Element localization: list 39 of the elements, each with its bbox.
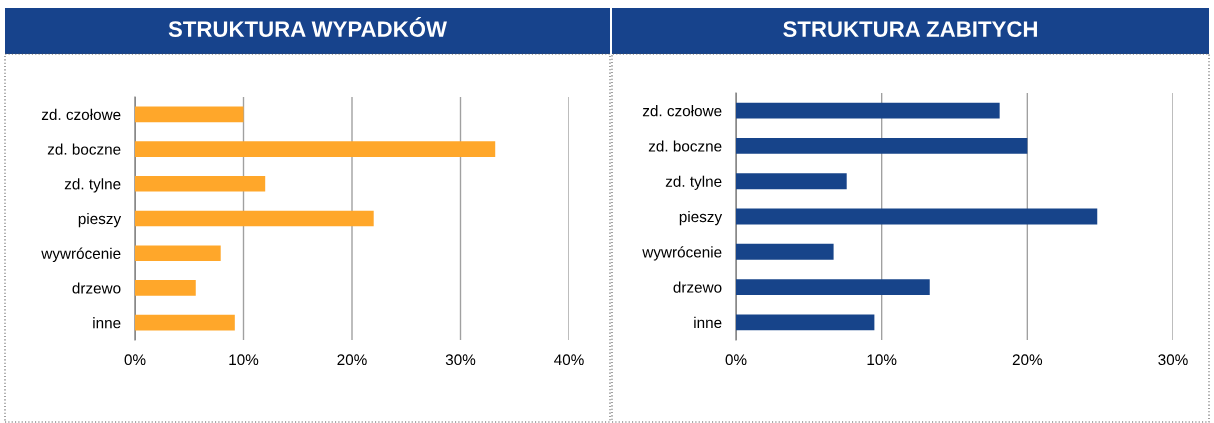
y-tick-label: pieszy <box>679 210 723 226</box>
y-tick-label: drzewo <box>72 282 121 294</box>
y-tick-label: wywrócenie <box>642 246 722 261</box>
x-tick-label: 40% <box>554 354 584 366</box>
chart-title: STRUKTURA ZABITYCH <box>783 21 1037 37</box>
bar <box>135 141 496 157</box>
bar <box>736 243 834 260</box>
bar <box>135 210 374 227</box>
y-tick-label: inne <box>93 317 121 329</box>
bar <box>135 280 196 296</box>
y-tick-label: drzewo <box>673 281 722 293</box>
x-tick-label: 10% <box>867 354 897 366</box>
bar <box>135 106 244 123</box>
bar <box>736 208 1098 225</box>
y-tick-label: zd. boczne <box>47 143 121 155</box>
y-tick-label: zd. tylne <box>665 175 722 190</box>
bar <box>736 102 1000 119</box>
bar <box>736 137 1028 154</box>
x-tick-label: 20% <box>1012 354 1043 366</box>
bar <box>135 245 221 262</box>
y-tick-label: inne <box>694 316 722 329</box>
x-tick-label: 20% <box>337 354 367 366</box>
y-tick-label: wywrócenie <box>41 247 121 263</box>
x-tick-label: 30% <box>445 354 476 366</box>
x-tick-label: 0% <box>124 354 146 366</box>
y-tick-label: pieszy <box>78 212 122 228</box>
y-tick-label: zd. czołowe <box>41 108 121 121</box>
x-tick-label: 0% <box>725 354 747 366</box>
y-tick-label: zd. boczne <box>648 140 722 152</box>
y-tick-label: zd. czołowe <box>642 105 722 117</box>
bar <box>736 173 847 190</box>
bar <box>135 175 266 192</box>
bar <box>736 314 875 331</box>
y-tick-label: zd. tylne <box>64 178 121 193</box>
bar <box>135 314 235 331</box>
bar <box>736 279 930 296</box>
x-tick-label: 10% <box>229 354 259 366</box>
chart-title: STRUKTURA WYPADKÓW <box>168 17 447 37</box>
x-tick-label: 30% <box>1158 354 1188 366</box>
